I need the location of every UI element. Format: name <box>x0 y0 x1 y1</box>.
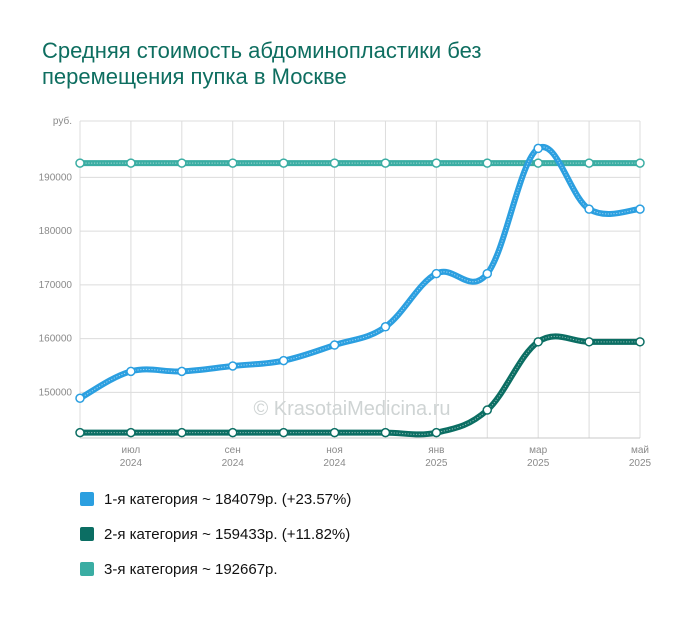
data-point[interactable] <box>278 158 289 168</box>
data-point[interactable] <box>482 268 493 279</box>
x-tick-label-month: ноя <box>326 445 343 456</box>
data-point[interactable] <box>177 427 187 438</box>
x-tick-label-month: июл <box>122 445 141 456</box>
data-point[interactable] <box>482 158 493 168</box>
series-3 <box>75 158 645 168</box>
x-tick-label-month: сен <box>225 445 241 456</box>
data-point[interactable] <box>431 427 442 438</box>
legend-item-3[interactable]: 3-я категория ~ 192667р. <box>80 560 351 578</box>
data-point[interactable] <box>431 268 442 279</box>
data-point[interactable] <box>533 158 543 168</box>
y-tick-label: 190000 <box>39 172 73 183</box>
data-point[interactable] <box>329 340 340 350</box>
data-point[interactable] <box>278 355 289 366</box>
x-tick-label-month: янв <box>428 445 444 456</box>
y-tick-label: 180000 <box>39 226 73 237</box>
y-axis-unit-label: руб. <box>53 115 72 127</box>
series-2 <box>75 333 645 438</box>
legend-item-1[interactable]: 1-я категория ~ 184079р. (+23.57%) <box>80 490 351 508</box>
line-chart: © KrasotaiMedicina.ru руб. 150000 160000 17… <box>39 115 652 469</box>
data-point[interactable] <box>533 337 543 347</box>
chart-grid <box>79 120 641 439</box>
legend-item-2[interactable]: 2-я категория ~ 159433р. (+11.82%) <box>80 525 351 543</box>
data-point[interactable] <box>584 337 594 347</box>
data-point[interactable] <box>126 158 136 168</box>
data-point[interactable] <box>482 405 493 415</box>
data-point[interactable] <box>380 322 391 332</box>
chart-title: Средняя стоимость абдоминопластики без п… <box>42 38 662 90</box>
x-tick-label-month: мар <box>529 445 547 456</box>
data-point[interactable] <box>635 337 645 347</box>
x-tick-label-year: 2025 <box>527 458 550 469</box>
data-point[interactable] <box>75 427 85 438</box>
data-point[interactable] <box>380 427 391 438</box>
y-tick-label: 150000 <box>39 387 73 398</box>
data-point[interactable] <box>227 427 238 438</box>
x-tick-label-month: май <box>631 445 649 456</box>
legend-swatch-2 <box>80 527 94 541</box>
data-point[interactable] <box>329 158 340 168</box>
data-point[interactable] <box>635 158 645 168</box>
data-point[interactable] <box>584 204 594 214</box>
watermark: © KrasotaiMedicina.ru <box>253 398 450 420</box>
x-tick-label-year: 2025 <box>629 458 652 469</box>
x-tick-label-year: 2024 <box>323 458 346 469</box>
x-tick-label-year: 2024 <box>222 458 245 469</box>
data-point[interactable] <box>278 427 289 438</box>
series-line-texture-1 <box>79 146 641 399</box>
data-point[interactable] <box>635 204 645 214</box>
legend-swatch-3 <box>80 562 94 576</box>
data-point[interactable] <box>126 366 136 377</box>
data-point[interactable] <box>75 158 85 168</box>
y-tick-label: 160000 <box>39 334 73 345</box>
data-point[interactable] <box>177 158 187 168</box>
series-layer <box>75 143 645 438</box>
series-1 <box>75 143 645 403</box>
chart-title-line1: Средняя стоимость абдоминопластики без <box>42 38 482 63</box>
x-tick-label-year: 2025 <box>425 458 448 469</box>
data-point[interactable] <box>533 143 543 154</box>
legend: 1-я категория ~ 184079р. (+23.57%) 2-я к… <box>80 490 351 595</box>
legend-label-3: 3-я категория ~ 192667р. <box>104 560 278 578</box>
data-point[interactable] <box>126 427 136 438</box>
data-point[interactable] <box>75 393 85 403</box>
chart-title-line2: перемещения пупка в Москве <box>42 64 347 89</box>
y-axis: руб. 150000 160000 170000 180000 190000 <box>39 115 73 398</box>
data-point[interactable] <box>227 158 238 168</box>
data-point[interactable] <box>227 361 238 371</box>
data-point[interactable] <box>329 427 340 438</box>
data-point[interactable] <box>380 158 391 168</box>
x-axis: июл 2024 сен 2024 ноя 2024 янв 2025 мар 2025 май 20… <box>120 445 652 469</box>
series-line-1 <box>77 144 643 402</box>
data-point[interactable] <box>584 158 594 168</box>
legend-swatch-1 <box>80 492 94 506</box>
y-tick-label: 170000 <box>39 280 73 291</box>
data-point[interactable] <box>431 158 442 168</box>
series-line-texture-2 <box>80 335 640 435</box>
legend-label-1: 1-я категория ~ 184079р. (+23.57%) <box>104 490 352 508</box>
legend-label-2: 2-я категория ~ 159433р. (+11.82%) <box>104 525 351 543</box>
x-tick-label-year: 2024 <box>120 458 143 469</box>
data-point[interactable] <box>177 366 187 377</box>
